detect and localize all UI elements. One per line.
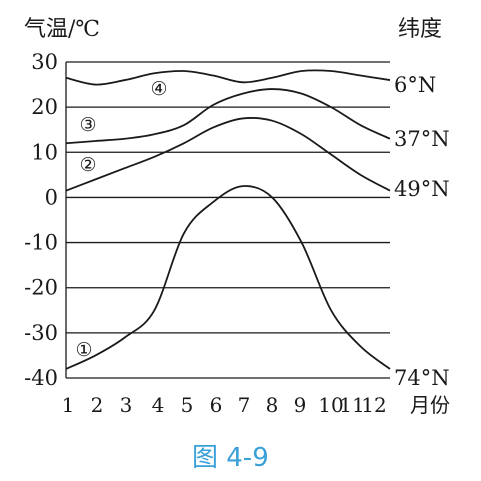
x-tick-label: 9	[294, 393, 307, 417]
y-tick-label: 30	[31, 50, 58, 74]
series-marker: ②	[79, 154, 96, 176]
series-line	[65, 117, 391, 192]
y-tick-label: 10	[31, 140, 58, 164]
x-tick-label: 11	[339, 393, 364, 417]
y-tick-label: 20	[31, 95, 58, 119]
y-tick-label: -10	[24, 231, 58, 255]
x-tick-label: 7	[238, 393, 251, 417]
series-line	[65, 185, 391, 370]
y-tick-labels: 30 20 10 0 -10 -20 -30 -40	[24, 50, 58, 390]
series-line	[65, 69, 391, 86]
latitude-label: 74°N	[394, 366, 450, 390]
y-tick-label: -20	[24, 276, 58, 300]
latitude-label: 49°N	[394, 177, 450, 201]
series-markers: ④ ③ ② ①	[75, 78, 167, 361]
series-line	[65, 88, 391, 145]
gridlines	[65, 61, 390, 379]
y-tick-label: 0	[45, 185, 58, 209]
series-lines	[65, 69, 391, 370]
latitude-header: 纬度	[398, 17, 442, 42]
y-tick-label: -40	[24, 366, 58, 390]
x-tick-label: 3	[120, 393, 133, 417]
x-tick-label: 1	[62, 393, 75, 417]
x-tick-label: 5	[181, 393, 194, 417]
x-tick-label: 8	[266, 393, 279, 417]
x-tick-label: 2	[91, 393, 104, 417]
y-tick-label: -30	[24, 321, 58, 345]
x-tick-label: 12	[361, 393, 386, 417]
latitude-label: 37°N	[394, 127, 450, 151]
series-marker: ③	[79, 114, 96, 136]
x-tick-label: 4	[152, 393, 165, 417]
series-marker: ④	[150, 78, 167, 100]
y-axis-title: 气温/℃	[24, 17, 100, 42]
latitude-labels: 6°N 37°N 49°N 74°N	[394, 73, 450, 390]
latitude-label: 6°N	[394, 73, 436, 97]
series-marker: ①	[75, 339, 92, 361]
x-tick-label: 6	[210, 393, 223, 417]
figure-caption: 图 4-9	[192, 443, 269, 473]
x-axis-title: 月份	[410, 393, 450, 417]
x-tick-label: 10	[318, 393, 343, 417]
